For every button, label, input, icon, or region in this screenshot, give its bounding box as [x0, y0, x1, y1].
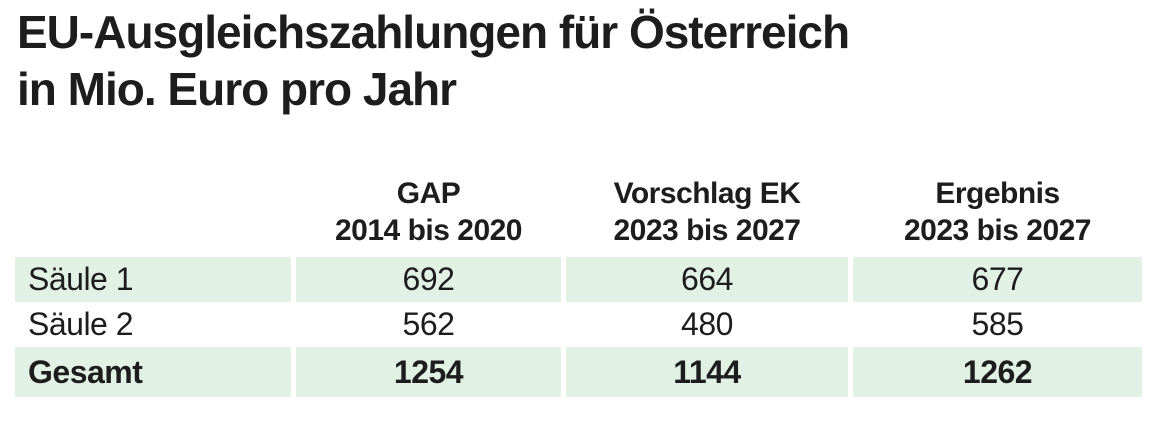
- column-header-line1: Vorschlag EK: [613, 177, 801, 210]
- column-header-ergebnis: Ergebnis 2023 bis 2027: [853, 165, 1142, 257]
- data-table: GAP 2014 bis 2020 Vorschlag EK 2023 bis …: [15, 165, 1142, 397]
- row-label: Gesamt: [15, 347, 291, 397]
- cell-value: 692: [296, 257, 561, 302]
- column-header-line1: GAP: [396, 177, 461, 210]
- chart-title: EU-Ausgleichszahlungen für Österreich in…: [17, 4, 850, 118]
- cell-value: 585: [971, 306, 1024, 342]
- cell-value: 664: [566, 257, 848, 302]
- cell-value: 677: [853, 257, 1142, 302]
- row-label: Säule 1: [15, 257, 291, 302]
- chart-title-line1: EU-Ausgleichszahlungen für Österreich: [17, 6, 850, 58]
- cell-value: 1254: [296, 347, 561, 397]
- column-header-line2: 2023 bis 2027: [904, 214, 1092, 247]
- column-header-line1: Ergebnis: [935, 177, 1060, 210]
- chart-title-line2: in Mio. Euro pro Jahr: [17, 63, 457, 115]
- column-header-gap: GAP 2014 bis 2020: [296, 165, 561, 257]
- column-header-empty: [15, 165, 291, 257]
- cell-value: 1144: [566, 347, 848, 397]
- cell-value: 562: [402, 306, 455, 342]
- column-header-vorschlag-ek: Vorschlag EK 2023 bis 2027: [566, 165, 848, 257]
- cell-value: 1262: [853, 347, 1142, 397]
- column-header-line2: 2014 bis 2020: [335, 214, 523, 247]
- column-header-line2: 2023 bis 2027: [613, 214, 802, 247]
- row-label: Säule 2: [28, 306, 134, 342]
- cell-value: 480: [681, 306, 733, 342]
